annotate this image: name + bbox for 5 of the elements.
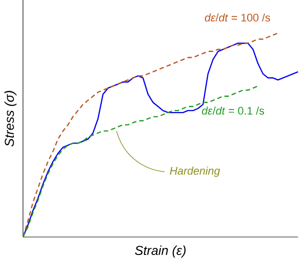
y-axis-title: Stress (σ) <box>4 90 16 147</box>
series-label: dε/dt = 100 /s <box>204 13 270 22</box>
x-axis-title: Strain (ε) <box>134 246 186 258</box>
series-label: dε/dt = 0.1 /s <box>202 106 264 115</box>
annotation: Hardening <box>170 166 220 177</box>
